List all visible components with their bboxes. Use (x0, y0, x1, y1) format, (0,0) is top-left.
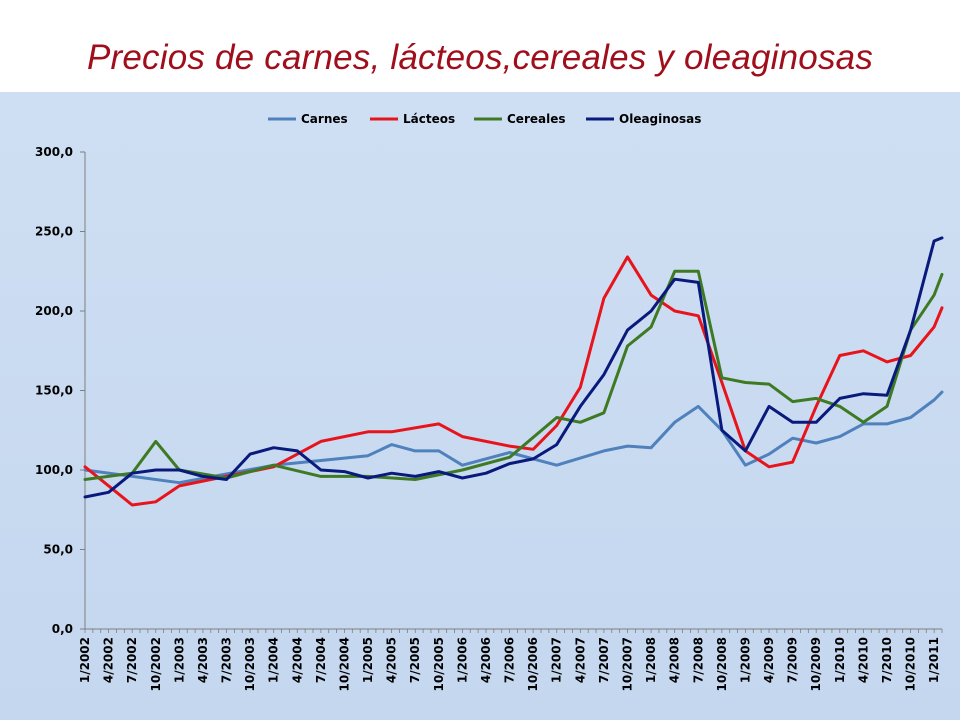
x-tick-label: 1/2009 (738, 637, 752, 683)
x-tick-label: 4/2006 (479, 637, 493, 683)
x-tick-label: 7/2005 (408, 637, 422, 683)
series-line-carnes (83, 390, 944, 485)
legend-label-cereales: Cereales (507, 112, 566, 126)
legend-label-carnes: Carnes (301, 112, 348, 126)
y-tick-label: 250,0 (35, 225, 73, 239)
chart-series (83, 236, 944, 507)
x-tick-label: 10/2006 (526, 637, 540, 691)
x-tick-label: 4/2004 (290, 637, 304, 683)
x-tick-label: 10/2002 (149, 637, 163, 691)
x-tick-label: 4/2005 (385, 637, 399, 683)
y-tick-label: 100,0 (35, 463, 73, 477)
x-tick-label: 4/2008 (668, 637, 682, 683)
x-tick-label: 1/2011 (927, 637, 941, 683)
x-tick-label: 1/2010 (833, 637, 847, 683)
series-line-cereales (83, 269, 944, 481)
x-tick-label: 10/2008 (715, 637, 729, 691)
slide-title: Precios de carnes, lácteos,cereales y ol… (86, 38, 874, 77)
y-tick-label: 0,0 (52, 622, 73, 636)
x-tick-label: 1/2007 (550, 637, 564, 683)
x-tick-label: 7/2007 (597, 637, 611, 683)
legend-label-oleaginosas: Oleaginosas (619, 112, 701, 126)
x-tick-label: 7/2009 (786, 637, 800, 683)
x-tick-label: 10/2004 (337, 637, 351, 691)
x-tick-label: 4/2007 (573, 637, 587, 683)
x-tick-label: 1/2008 (644, 637, 658, 683)
x-tick-label: 10/2010 (904, 637, 918, 691)
chart-axes: 0,0 50,0 100,0 150,0 200,0 250,0 300,0 1/2002 4/… (35, 145, 943, 691)
x-tick-label: 1/2002 (78, 637, 92, 683)
x-tick-label: 10/2003 (243, 637, 257, 691)
y-tick-label: 150,0 (35, 384, 73, 398)
x-tick-label: 4/2010 (856, 637, 870, 683)
x-tick-label: 1/2004 (267, 637, 281, 683)
series-line-oleaginosas (83, 236, 944, 499)
x-tick-label: 7/2004 (314, 637, 328, 683)
legend-label-lacteos: Lácteos (403, 112, 455, 126)
x-tick-label: 7/2006 (503, 637, 517, 683)
series-line-lacteos (83, 255, 944, 507)
x-tick-label: 7/2010 (880, 637, 894, 683)
y-tick-label: 50,0 (43, 543, 73, 557)
x-tick-label: 7/2002 (125, 637, 139, 683)
x-tick-label: 1/2003 (172, 637, 186, 683)
x-tick-label: 10/2007 (621, 637, 635, 691)
y-tick-label: 300,0 (35, 145, 73, 159)
x-tick-label: 7/2008 (691, 637, 705, 683)
x-tick-label: 1/2006 (455, 637, 469, 683)
x-tick-label: 4/2003 (196, 637, 210, 683)
x-tick-label: 7/2003 (220, 637, 234, 683)
x-tick-label: 10/2009 (809, 637, 823, 691)
chart-legend: Carnes Lácteos Cereales Oleaginosas (268, 112, 701, 126)
x-tick-label: 1/2005 (361, 637, 375, 683)
x-tick-label: 10/2005 (432, 637, 446, 691)
x-tick-label: 4/2009 (762, 637, 776, 683)
x-tick-label: 4/2002 (102, 637, 116, 683)
y-tick-label: 200,0 (35, 304, 73, 318)
